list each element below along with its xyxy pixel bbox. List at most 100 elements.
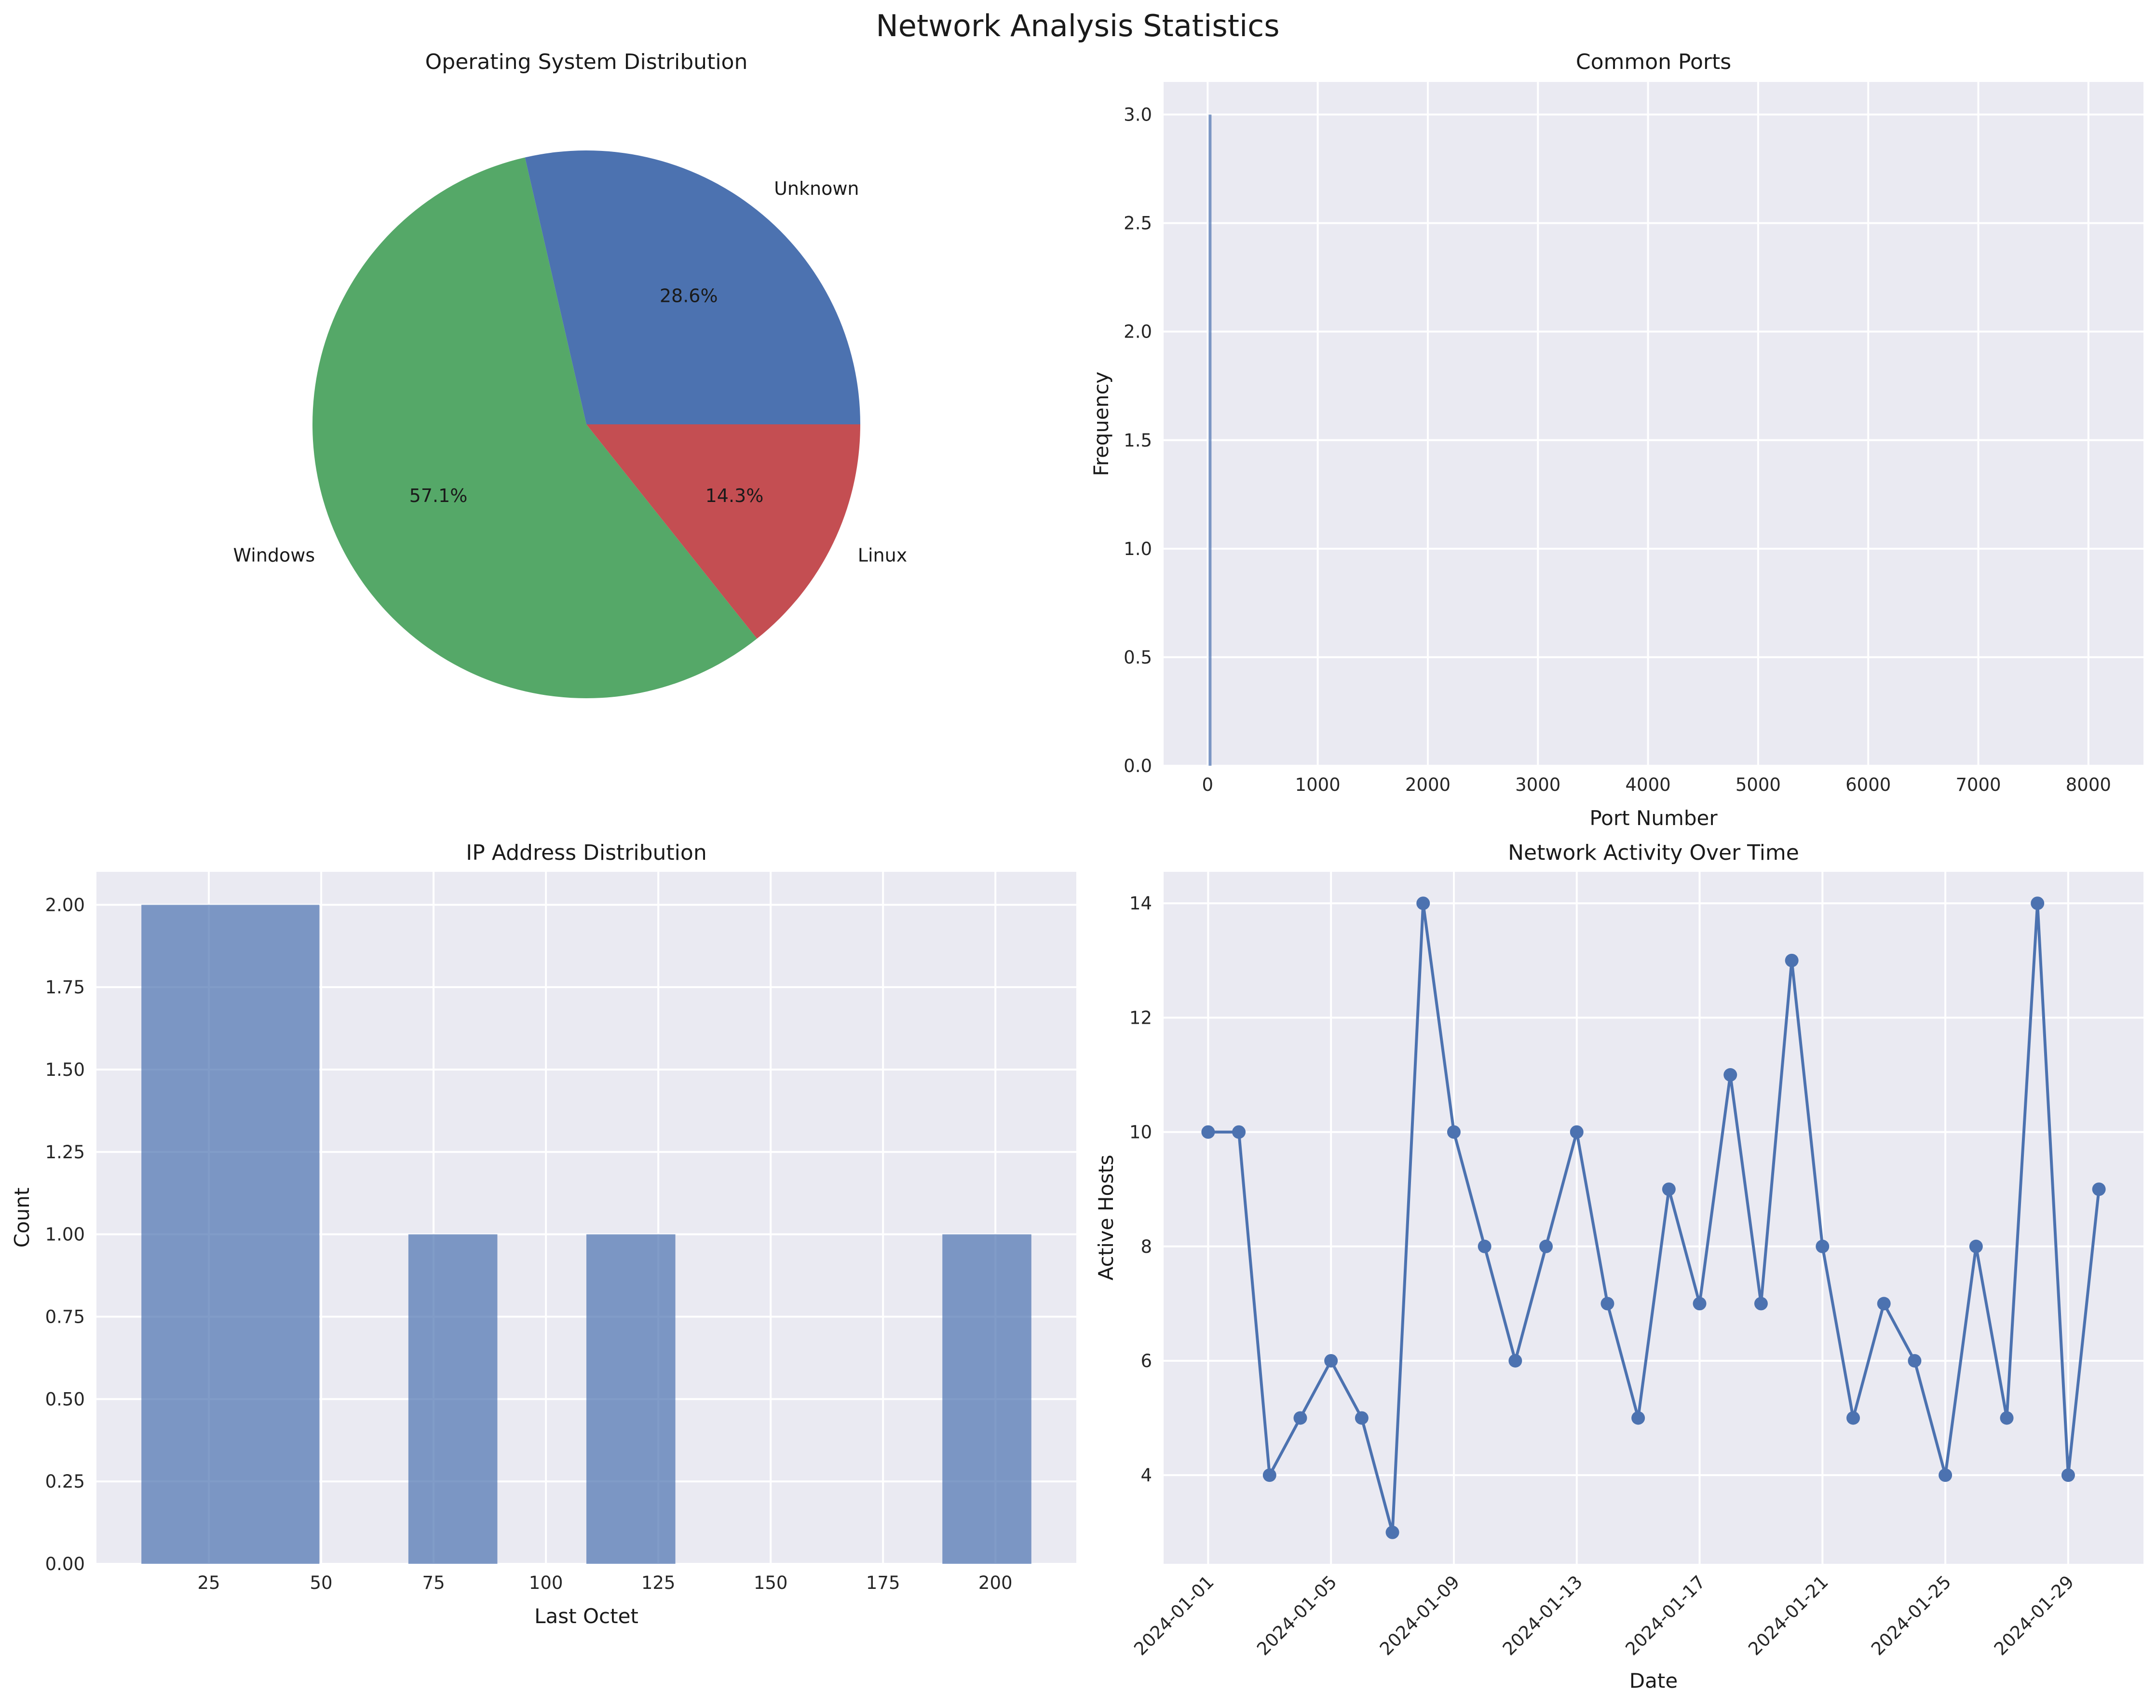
ip-x-tick: 125: [641, 1572, 676, 1593]
activity-point: [1969, 1239, 1983, 1253]
ports-x-tick: 5000: [1736, 774, 1781, 795]
ip-bars: [141, 905, 1031, 1564]
activity-point: [1754, 1297, 1768, 1311]
activity-point: [2061, 1468, 2075, 1482]
ports-x-tick: 4000: [1625, 774, 1670, 795]
ports-x-tick: 2000: [1405, 774, 1451, 795]
ports-plot-area: [1164, 82, 2143, 766]
pie-title: Operating System Distribution: [425, 50, 748, 74]
activity-point: [1939, 1468, 1953, 1482]
ip-x-tick: 50: [310, 1572, 333, 1593]
activity-x-tick: 2024-01-21: [1744, 1572, 1832, 1659]
pie-slices: [312, 150, 860, 699]
activity-line: [1208, 902, 2101, 1534]
activity-x-tick: 2024-01-29: [1990, 1572, 2078, 1659]
figure-title: Network Analysis Statistics: [876, 8, 1279, 43]
activity-point: [1355, 1411, 1369, 1425]
ip-distribution-chart: 25 50 75 100 125 150 175 200 0.00 0.25 0.50 0.75 1.0…: [10, 840, 1076, 1628]
activity-point: [1816, 1239, 1830, 1253]
activity-y-tick: 8: [1140, 1236, 1152, 1257]
ip-x-tick: 25: [197, 1572, 220, 1593]
activity-x-tick: 2024-01-09: [1376, 1572, 1464, 1659]
activity-point: [1324, 1354, 1338, 1368]
pie-label-windows: Windows: [233, 544, 315, 566]
activity-point: [1478, 1239, 1492, 1253]
ip-x-tick: 175: [866, 1572, 900, 1593]
ip-title: IP Address Distribution: [466, 840, 706, 865]
ports-tick-labels: 0 1000 2000 3000 4000 5000 6000 7000 8000 0.0 0.5 1…: [1124, 105, 2111, 795]
ip-x-tick: 200: [978, 1572, 1013, 1593]
ip-bar: [141, 905, 320, 1564]
ports-x-label: Port Number: [1589, 806, 1718, 830]
activity-point: [1539, 1239, 1553, 1253]
ip-y-tick: 0.25: [45, 1471, 85, 1492]
ports-x-tick: 6000: [1845, 774, 1891, 795]
ip-y-tick: 0.50: [45, 1389, 85, 1410]
activity-point: [1631, 1411, 1645, 1425]
activity-x-tick: 2024-01-17: [1621, 1572, 1709, 1659]
ports-gridlines: [1164, 82, 2143, 767]
activity-point: [2000, 1411, 2014, 1425]
ports-y-tick: 0.0: [1124, 756, 1152, 776]
ports-x-tick: 0: [1202, 774, 1214, 795]
ip-y-label: Count: [10, 1188, 34, 1248]
activity-x-tick: 2024-01-01: [1130, 1572, 1218, 1659]
ports-y-label: Frequency: [1089, 372, 1113, 476]
ports-y-tick: 2.0: [1124, 322, 1152, 342]
ip-y-tick: 1.00: [45, 1224, 85, 1245]
ip-x-label: Last Octet: [534, 1604, 638, 1628]
activity-point: [1570, 1125, 1584, 1139]
pie-slice-linux: [586, 424, 860, 639]
ports-y-tick: 1.0: [1124, 539, 1152, 559]
ip-bar: [408, 1234, 498, 1564]
activity-point: [1785, 953, 1799, 967]
pie-label-unknown: Unknown: [774, 178, 859, 199]
activity-x-label: Date: [1629, 1669, 1678, 1693]
activity-point: [1262, 1468, 1276, 1482]
activity-point: [1416, 896, 1430, 910]
ports-y-tick: 3.0: [1124, 105, 1152, 125]
ports-x-tick: 3000: [1515, 774, 1560, 795]
pie-pct-windows: 57.1%: [409, 485, 468, 506]
pie-pct-unknown: 28.6%: [660, 285, 718, 306]
ip-y-tick: 0.75: [45, 1307, 85, 1328]
activity-point: [1877, 1297, 1891, 1311]
activity-series-line: [1208, 902, 2101, 1534]
activity-point: [1723, 1068, 1737, 1082]
os-distribution-pie-chart: Operating System Distribution Unknown 28.…: [233, 50, 908, 699]
pie-labels: Unknown 28.6% Windows 57.1% Linux 14.3%: [233, 178, 908, 566]
ip-y-tick: 1.50: [45, 1059, 85, 1080]
pie-pct-linux: 14.3%: [705, 485, 764, 506]
ip-y-tick: 1.75: [45, 977, 85, 998]
pie-slice-unknown: [525, 150, 860, 425]
ip-y-tick: 0.00: [45, 1554, 85, 1574]
activity-x-tick: 2024-01-05: [1253, 1572, 1341, 1659]
ports-title: Common Ports: [1576, 50, 1731, 74]
activity-x-tick: 2024-01-13: [1499, 1572, 1586, 1659]
activity-y-tick: 14: [1129, 893, 1152, 914]
ip-x-tick: 75: [422, 1572, 445, 1593]
ports-x-tick: 1000: [1295, 774, 1341, 795]
activity-y-tick: 6: [1140, 1351, 1152, 1371]
activity-point: [1693, 1297, 1707, 1311]
ip-x-tick: 100: [529, 1572, 563, 1593]
activity-y-tick: 4: [1140, 1465, 1152, 1486]
activity-title: Network Activity Over Time: [1508, 840, 1799, 865]
activity-x-tick: 2024-01-25: [1867, 1572, 1955, 1659]
ports-bars: [1208, 114, 1212, 766]
ip-tick-labels: 25 50 75 100 125 150 175 200 0.00 0.25 0.50 0.75 1.0…: [45, 895, 1013, 1593]
common-ports-chart: 0 1000 2000 3000 4000 5000 6000 7000 8000 0.0 0.5 1…: [1089, 50, 2143, 830]
ports-x-tick: 7000: [1955, 774, 2001, 795]
activity-point: [2092, 1182, 2106, 1196]
activity-point: [1201, 1125, 1215, 1139]
activity-points: [1201, 896, 2106, 1539]
ports-y-tick: 1.5: [1124, 430, 1152, 451]
activity-y-label: Active Hosts: [1094, 1155, 1118, 1281]
ip-y-tick: 1.25: [45, 1142, 85, 1163]
ports-y-tick: 2.5: [1124, 213, 1152, 234]
ports-x-tick: 8000: [2066, 774, 2111, 795]
activity-point: [1293, 1411, 1307, 1425]
activity-point: [1447, 1125, 1461, 1139]
activity-point: [1846, 1411, 1860, 1425]
activity-point: [1662, 1182, 1676, 1196]
